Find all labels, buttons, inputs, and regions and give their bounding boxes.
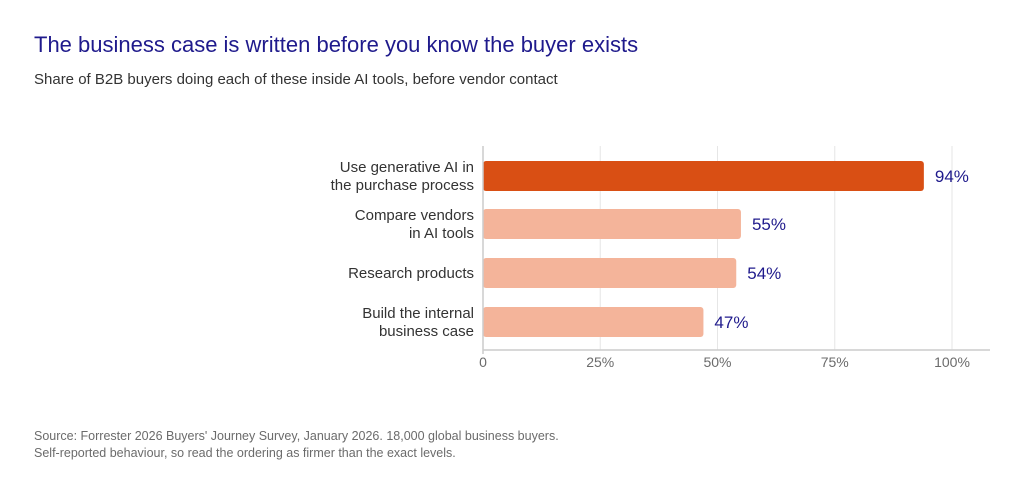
source-note: Source: Forrester 2026 Buyers' Journey S… [34,428,559,462]
category-label: Build the internal [362,305,474,322]
value-label: 54% [747,264,781,283]
chart-title: The business case is written before you … [34,32,639,57]
value-label: 94% [935,167,969,186]
category-label: business case [379,323,474,340]
value-label: 47% [714,313,748,332]
bar [483,161,924,191]
value-label: 55% [752,215,786,234]
x-tick-label: 75% [821,354,849,370]
category-label: Use generative AI in [340,159,474,176]
category-label: the purchase process [331,177,474,194]
x-tick-label: 100% [934,354,970,370]
category-label: in AI tools [409,225,474,242]
bar [483,209,741,239]
category-label: Compare vendors [355,207,474,224]
category-label: Research products [348,265,474,282]
source-line-2: Self-reported behaviour, so read the ord… [34,446,456,460]
chart-subtitle: Share of B2B buyers doing each of these … [34,71,558,88]
x-tick-label: 25% [586,354,614,370]
bar [483,307,704,337]
x-tick-label: 50% [703,354,731,370]
x-tick-label: 0 [479,354,487,370]
source-line-1: Source: Forrester 2026 Buyers' Journey S… [34,429,559,443]
bar [483,258,737,288]
